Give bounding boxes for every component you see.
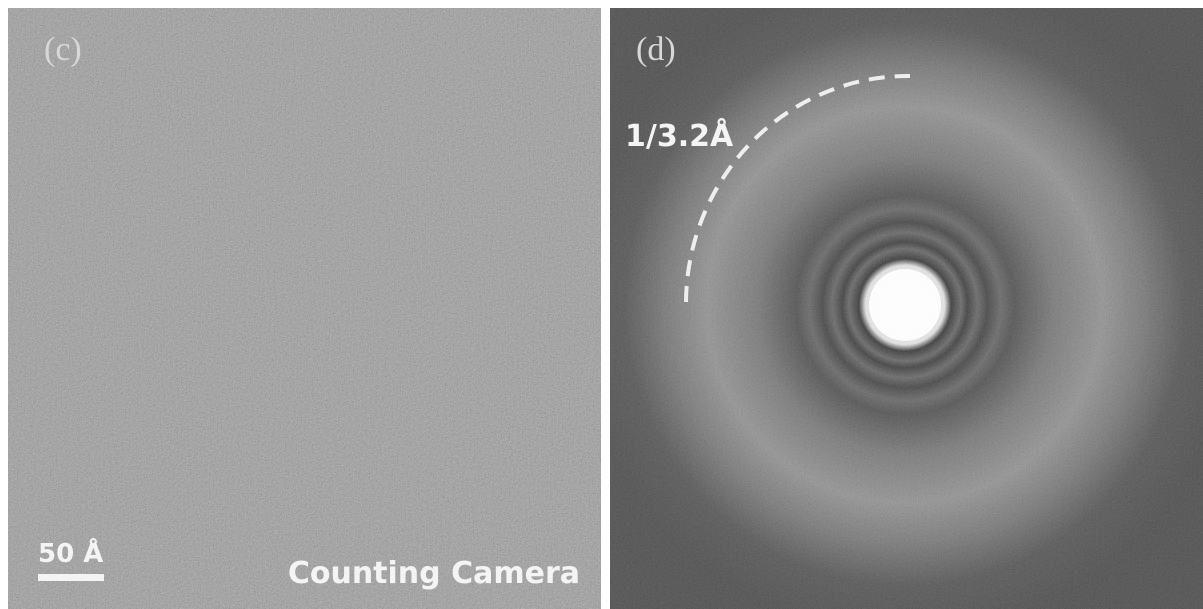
panel-d: (d) 1/3.2Å xyxy=(610,8,1203,609)
caption: Counting Camera xyxy=(288,556,580,591)
panel-label: (c) xyxy=(44,31,82,68)
panel-label: (d) xyxy=(636,31,676,68)
figure: (c) 50 Å Counting Camera (d) 1/3.2Å xyxy=(0,0,1203,609)
panel-c: (c) 50 Å Counting Camera xyxy=(8,8,601,609)
micrograph-noise xyxy=(8,8,601,609)
center-spot xyxy=(869,269,941,341)
page: (c) 50 Å Counting Camera (d) 1/3.2Å (() … xyxy=(0,0,1203,609)
divider xyxy=(601,0,610,609)
resolution-label: 1/3.2Å xyxy=(625,117,734,154)
scale-bar-label: 50 Å xyxy=(38,537,103,569)
scale-bar xyxy=(38,574,104,581)
